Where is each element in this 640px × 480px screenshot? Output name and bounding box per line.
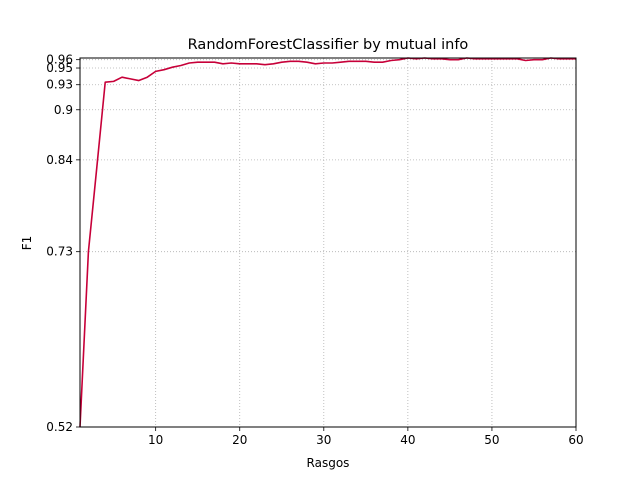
x-tick-label: 30 (316, 433, 331, 447)
x-tick-label: 20 (232, 433, 247, 447)
y-tick-label: 0.84 (46, 153, 73, 167)
y-tick-label: 0.52 (46, 420, 73, 434)
chart-title: RandomForestClassifier by mutual info (188, 37, 469, 53)
x-tick-label: 10 (148, 433, 163, 447)
y-tick-label: 0.95 (46, 61, 73, 75)
x-axis-ticks: 10 20 30 40 50 60 (148, 427, 584, 447)
y-tick-label: 0.93 (46, 78, 73, 92)
series-line (79, 57, 576, 428)
y-tick-label: 0.9 (54, 103, 73, 117)
y-tick-label: 0.96 (46, 53, 73, 67)
x-tick-label: 50 (484, 433, 499, 447)
x-tick-label: 40 (400, 433, 415, 447)
x-tick-label: 60 (568, 433, 583, 447)
plot-frame (79, 57, 577, 428)
y-tick-label: 0.73 (46, 245, 73, 259)
grid-lines (80, 58, 577, 428)
y-axis-label: F1 (20, 236, 34, 251)
y-axis-ticks: 0.52 0.73 0.84 0.9 0.93 0.950.96 (46, 53, 80, 434)
series-layer (79, 57, 576, 428)
x-axis-label: Rasgos (307, 456, 350, 470)
